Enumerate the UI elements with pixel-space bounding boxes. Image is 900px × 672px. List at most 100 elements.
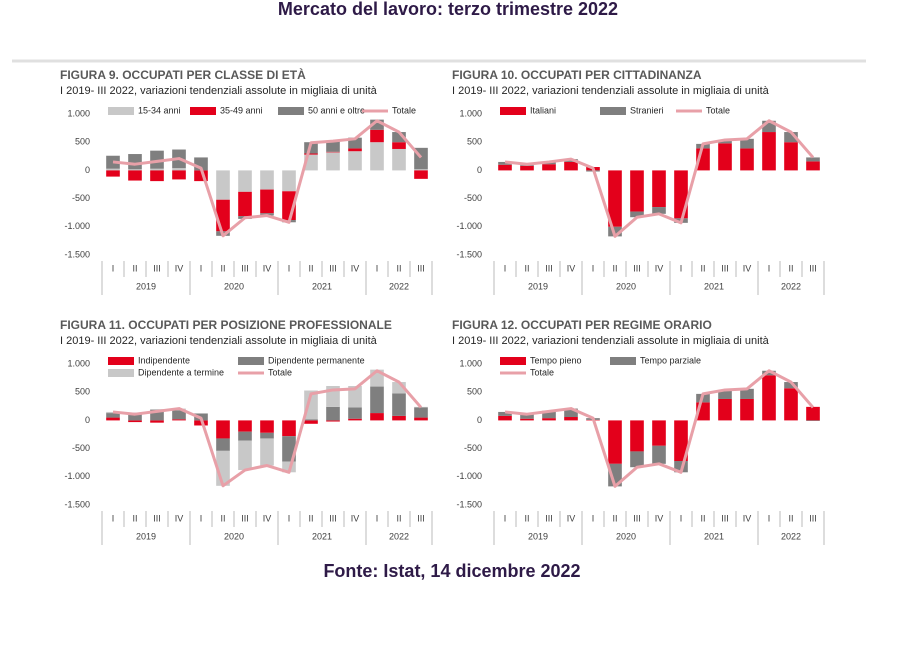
bar-segment [652, 207, 666, 214]
bar-segment [762, 370, 776, 376]
x-tick-label: I [504, 513, 507, 523]
year-label: 2021 [312, 281, 332, 291]
bar-segment [392, 415, 406, 421]
legend-swatch [238, 357, 264, 365]
x-tick-label: III [241, 263, 249, 273]
x-tick-label: IV [175, 263, 184, 273]
bar-segment [348, 137, 362, 149]
bar-segment [784, 142, 798, 171]
bar-segment [608, 463, 622, 487]
year-label: 2020 [616, 531, 636, 541]
bar-segment [414, 417, 428, 421]
bar-segment [194, 170, 208, 182]
bar-segment [172, 170, 186, 180]
legend-label: Dipendente a termine [138, 367, 224, 377]
chart-panel: FIGURA 10. OCCUPATI PER CITTADINANZA I 20… [452, 68, 825, 295]
year-label: 2020 [224, 281, 244, 291]
chart-title: FIGURA 10. OCCUPATI PER CITTADINANZA [452, 68, 702, 82]
bar-segment [216, 438, 230, 451]
year-label: 2019 [136, 281, 156, 291]
bar-segment [216, 420, 230, 439]
y-tick-label: -1.000 [456, 221, 482, 231]
chart-subtitle: I 2019- III 2022, variazioni tendenziali… [60, 85, 378, 97]
bar-segment [630, 451, 644, 468]
y-tick-label: 1.000 [459, 108, 482, 118]
bar-segment [194, 413, 208, 414]
bar-segment [238, 191, 252, 217]
bar-segment [392, 142, 406, 149]
bar-segment [542, 410, 556, 419]
x-tick-label: III [329, 513, 337, 523]
legend-label: Stranieri [630, 105, 664, 115]
bar-segment [762, 132, 776, 171]
bar-segment [326, 140, 340, 152]
legend-label: Totale [392, 105, 416, 115]
x-tick-label: III [633, 263, 641, 273]
y-tick-label: 0 [85, 415, 90, 425]
line [112, 369, 423, 488]
bar-segment [718, 143, 732, 171]
legend-label: Tempo parziale [640, 355, 701, 365]
x-tick-label: I [768, 513, 771, 523]
x-tick-label: I [592, 513, 595, 523]
bar-segment [128, 154, 142, 170]
bar-segment [806, 420, 820, 421]
bar-segment [260, 420, 274, 433]
bar-segment [542, 164, 556, 171]
year-label: 2019 [528, 531, 548, 541]
bar-segment [806, 157, 820, 162]
x-tick-label: II [308, 263, 313, 273]
x-tick-label: III [809, 263, 817, 273]
y-tick-label: -1.500 [456, 499, 482, 509]
line [504, 369, 815, 488]
bar-segment [370, 129, 384, 143]
y-tick-label: -1.500 [456, 249, 482, 259]
bar-segment [806, 406, 820, 421]
year-label: 2022 [389, 531, 409, 541]
legend-swatch [190, 107, 216, 115]
y-tick-label: -500 [464, 443, 482, 453]
bar-segment [260, 432, 274, 439]
bar-segment [564, 408, 578, 418]
source: Fonte: Istat, 14 dicembre 2022 [323, 561, 580, 581]
bar-segment [608, 420, 622, 464]
x-tick-label: II [788, 513, 793, 523]
bar-segment [498, 164, 512, 171]
bar-segment [370, 413, 384, 421]
legend-label: Dipendente permanente [268, 355, 365, 365]
bar-segment [128, 413, 142, 421]
x-tick-label: IV [351, 263, 360, 273]
bar-segment [238, 420, 252, 432]
y-tick-label: 1.000 [459, 358, 482, 368]
x-tick-label: III [633, 513, 641, 523]
legend-label: Italiani [530, 105, 556, 115]
legend-swatch [500, 357, 526, 365]
legend-label: Totale [706, 105, 730, 115]
bar-segment [238, 431, 252, 441]
legend-label: Totale [268, 367, 292, 377]
bar-segment [630, 211, 644, 218]
x-tick-label: I [112, 513, 115, 523]
bar-segment [348, 385, 362, 408]
bar-segment [674, 461, 688, 473]
bar-segment [260, 170, 274, 190]
bar-segment [414, 169, 428, 171]
bar-segment [304, 390, 318, 420]
x-tick-label: I [200, 513, 203, 523]
bar-segment [784, 388, 798, 421]
x-tick-label: III [545, 263, 553, 273]
bar-segment [674, 420, 688, 462]
x-tick-label: III [153, 263, 161, 273]
bar-segment [106, 413, 120, 418]
x-tick-label: IV [743, 513, 752, 523]
y-tick-label: 0 [477, 165, 482, 175]
bar-segment [348, 418, 362, 421]
bar-segment [106, 170, 120, 177]
year-label: 2021 [704, 281, 724, 291]
bar-segment [348, 148, 362, 152]
chart-title: FIGURA 12. OCCUPATI PER REGIME ORARIO [452, 318, 712, 332]
year-label: 2019 [528, 281, 548, 291]
bar-segment [238, 170, 252, 192]
bar-segment [370, 119, 384, 130]
x-tick-label: II [308, 513, 313, 523]
